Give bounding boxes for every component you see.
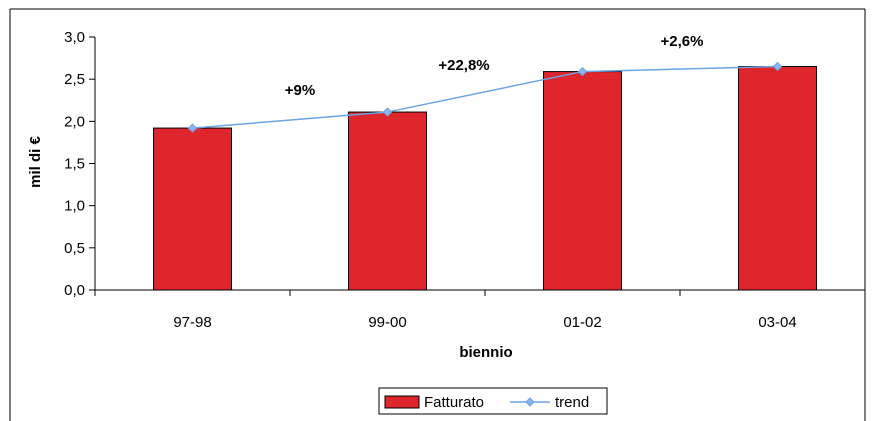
legend-label-trend: trend <box>555 394 589 411</box>
legend-swatch-trend-marker <box>525 397 535 407</box>
x-tick-label: 01-02 <box>563 314 601 331</box>
bar-fatturato <box>348 111 427 291</box>
trend-marker <box>382 107 393 117</box>
bar-fatturato <box>738 66 817 291</box>
y-tick-label: 1,0 <box>64 198 85 215</box>
x-tick-label: 03-04 <box>758 314 796 331</box>
growth-annotation: +2,6% <box>661 33 704 50</box>
y-tick-label: 2,5 <box>64 71 85 88</box>
trend-marker <box>772 61 783 72</box>
y-tick-label: 1,5 <box>64 156 85 173</box>
legend-label-fatturato: Fatturato <box>424 394 484 411</box>
x-tick-label: 99-00 <box>368 314 406 331</box>
legend: Fatturato trend <box>378 387 608 415</box>
y-tick-label: 3,0 <box>64 29 85 46</box>
bar-fatturato <box>543 71 622 291</box>
bar-fatturato <box>153 127 232 291</box>
growth-annotation: +9% <box>285 82 315 99</box>
growth-annotation: +22,8% <box>438 57 489 74</box>
legend-swatch-fatturato <box>384 395 420 409</box>
trend-line <box>192 65 778 129</box>
x-axis-title: biennio <box>459 344 512 361</box>
y-tick-label: 0,5 <box>64 240 85 257</box>
x-tick-label: 97-98 <box>173 314 211 331</box>
y-axis-title: mil di € <box>27 136 44 188</box>
trend-marker <box>187 123 198 133</box>
trend-marker <box>577 66 588 77</box>
y-tick-label: 2,0 <box>64 113 85 130</box>
y-tick-label: 0,0 <box>64 282 85 299</box>
